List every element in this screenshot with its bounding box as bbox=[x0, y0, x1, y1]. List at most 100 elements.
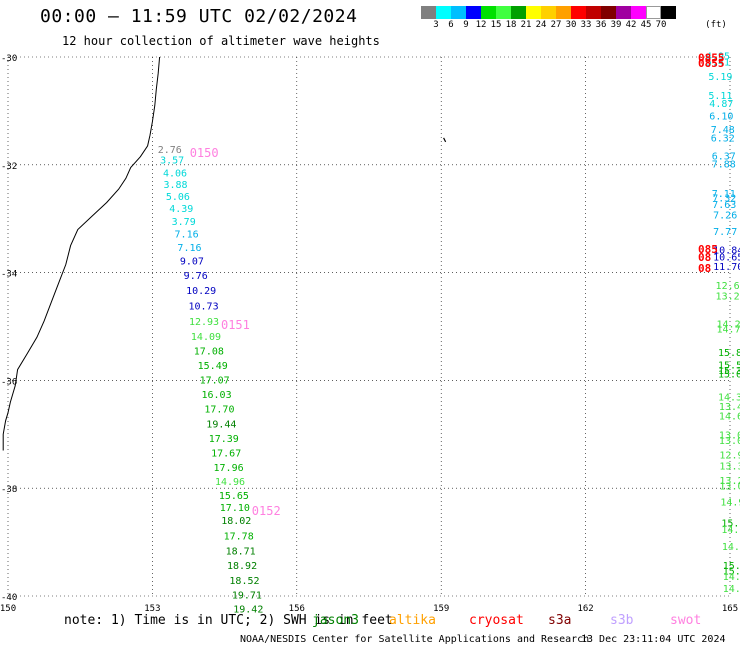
legend-tick-label: 6 bbox=[448, 20, 454, 30]
wave-height-label: 15.39 bbox=[723, 561, 740, 572]
y-tick-label: -30 bbox=[1, 54, 17, 64]
legend-swatch bbox=[436, 6, 451, 19]
wave-height-label: 17.10 bbox=[220, 503, 250, 514]
credit-line: NOAA/NESDIS Center for Satellite Applica… bbox=[240, 634, 590, 645]
legend-tick-label: 70 bbox=[655, 20, 667, 30]
track-time-label: 0855 bbox=[698, 57, 725, 70]
wave-height-label: 12.98 bbox=[719, 451, 740, 462]
wave-height-label: 12.93 bbox=[189, 317, 219, 328]
wave-height-label: 12.65 bbox=[716, 281, 740, 292]
wave-height-label: 13.05 bbox=[719, 436, 740, 447]
wave-height-label: 10.84 bbox=[713, 246, 740, 257]
wave-height-label: 13.22 bbox=[719, 476, 740, 487]
wave-height-label: 17.96 bbox=[214, 463, 244, 474]
track-time-label: 0150 bbox=[190, 146, 219, 160]
legend-swatch bbox=[571, 6, 586, 19]
wave-height-label: 13.44 bbox=[719, 402, 740, 413]
wave-height-label: 14.24 bbox=[717, 320, 740, 331]
wave-height-label: 7.77 bbox=[713, 227, 737, 238]
x-tick-label: 150 bbox=[0, 604, 16, 614]
legend-tick-label: 18 bbox=[505, 20, 517, 30]
wave-height-label: 6.37 bbox=[712, 151, 736, 162]
legend-swatch bbox=[511, 6, 526, 19]
legend-labels: 3 6 9 12 15 18 21 24 27 30 33 36 39 42 45 70 (ft) bbox=[421, 19, 740, 33]
satellite-label-cryosat: cryosat bbox=[469, 613, 524, 628]
y-tick-label: -36 bbox=[1, 377, 17, 387]
wave-height-label: 15.65 bbox=[219, 491, 249, 502]
legend-tick-label: 15 bbox=[490, 20, 502, 30]
track-time-label: 08 bbox=[698, 262, 711, 275]
legend-swatch bbox=[526, 6, 541, 19]
satellite-label-s3a: s3a bbox=[548, 613, 572, 628]
wave-height-label: 6.10 bbox=[709, 112, 733, 123]
legend-tick-label: 12 bbox=[475, 20, 487, 30]
legend-swatch bbox=[496, 6, 511, 19]
y-tick-label: -40 bbox=[1, 593, 17, 603]
wave-height-label: 18.71 bbox=[226, 546, 256, 557]
legend-tick-label: 45 bbox=[640, 20, 652, 30]
wave-height-label: 10.29 bbox=[186, 286, 216, 297]
legend-tick-label: 30 bbox=[565, 20, 577, 30]
wave-height-label: 7.32 bbox=[712, 193, 736, 204]
x-tick-label: 162 bbox=[577, 604, 593, 614]
wave-height-label: 4.87 bbox=[709, 99, 733, 110]
wave-height-label: 9.76 bbox=[184, 271, 208, 282]
satellite-label-altika: altika bbox=[389, 613, 436, 628]
wave-height-label: 5.41 bbox=[706, 58, 730, 69]
legend-tick-label: 39 bbox=[610, 20, 622, 30]
legend-swatch bbox=[451, 6, 466, 19]
track-time-label: 0152 bbox=[252, 504, 281, 518]
wave-height-label: 5.11 bbox=[708, 91, 732, 102]
wave-height-label: 17.07 bbox=[200, 376, 230, 387]
legend-tick-label: 33 bbox=[580, 20, 592, 30]
legend-tick-label: 9 bbox=[463, 20, 469, 30]
legend-swatch bbox=[646, 6, 661, 19]
wave-height-label: 14.8 bbox=[723, 572, 740, 583]
wave-height-label: 14.05 bbox=[723, 584, 740, 595]
wave-height-label: 15.35 bbox=[718, 366, 740, 377]
legend-swatch bbox=[556, 6, 571, 19]
page-subtitle: 12 hour collection of altimeter wave hei… bbox=[62, 34, 380, 48]
wave-height-label: 16.03 bbox=[201, 390, 231, 401]
wave-height-label: 13.01 bbox=[719, 431, 740, 442]
wave-height-label: 13.21 bbox=[716, 292, 740, 303]
legend-tick-label: 42 bbox=[625, 20, 637, 30]
wave-height-label: 13.32 bbox=[719, 461, 740, 472]
coastline bbox=[2, 56, 161, 451]
wave-height-label: 7.16 bbox=[175, 230, 199, 241]
legend-swatch bbox=[661, 6, 676, 19]
wave-height-label: 9.07 bbox=[180, 257, 204, 268]
wave-height-label: 5.19 bbox=[708, 72, 732, 83]
wave-height-label: 17.67 bbox=[211, 448, 241, 459]
legend-swatch bbox=[481, 6, 496, 19]
wave-height-label: 15.13 bbox=[723, 566, 740, 577]
legend-swatch bbox=[421, 6, 436, 19]
wave-height-label: 7.63 bbox=[712, 200, 736, 211]
wave-height-label: 10.73 bbox=[189, 301, 219, 312]
wave-height-label: 17.78 bbox=[224, 531, 254, 542]
x-tick-label: 156 bbox=[289, 604, 305, 614]
track-time-label: 0855 bbox=[698, 52, 725, 65]
wave-height-label: 5.06 bbox=[166, 192, 190, 203]
legend-swatch bbox=[631, 6, 646, 19]
track-time-label: 08 bbox=[698, 251, 711, 264]
wave-height-label: 14.98 bbox=[720, 497, 740, 508]
wave-height-label: 19.71 bbox=[232, 591, 262, 602]
wave-height-label: 18.52 bbox=[229, 576, 259, 587]
wave-height-label: 17.08 bbox=[194, 347, 224, 358]
wave-height-label: 7.48 bbox=[711, 125, 735, 136]
legend-swatch bbox=[601, 6, 616, 19]
x-tick-label: 159 bbox=[433, 604, 449, 614]
wave-height-label: 18.92 bbox=[227, 561, 257, 572]
legend-tick-label: 21 bbox=[520, 20, 532, 30]
wave-height-label: 11.70 bbox=[713, 262, 740, 273]
wave-height-label: 3.79 bbox=[172, 217, 196, 228]
wave-height-label: 3.88 bbox=[163, 180, 187, 191]
wave-height-label: 19.42 bbox=[233, 605, 263, 616]
wave-height-label: 13.04 bbox=[719, 481, 740, 492]
wave-height-label: 14.60 bbox=[719, 412, 740, 423]
satellite-label-jason3: jason3 bbox=[312, 613, 359, 628]
footnote: note: 1) Time is in UTC; 2) SWH is in fe… bbox=[64, 613, 393, 628]
wave-height-label: 4.39 bbox=[169, 204, 193, 215]
